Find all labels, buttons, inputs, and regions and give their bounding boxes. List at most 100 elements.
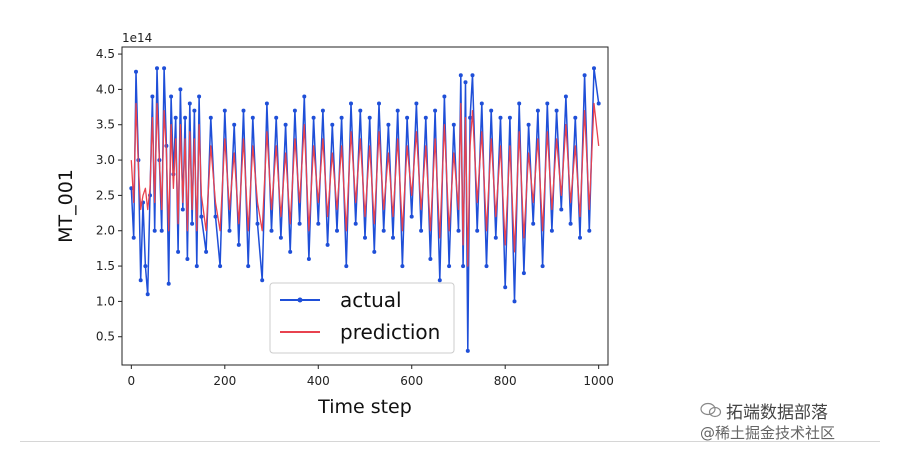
series-actual-point xyxy=(283,122,288,127)
series-actual-point xyxy=(335,228,339,233)
series-actual-point xyxy=(479,101,484,106)
series-actual-point xyxy=(344,264,349,269)
series-actual-point xyxy=(197,94,202,99)
series-actual-point xyxy=(428,257,433,261)
series-actual-point xyxy=(152,228,157,233)
series-actual-point xyxy=(180,207,185,212)
series-actual-point xyxy=(470,73,475,78)
series-actual-point xyxy=(353,221,358,226)
series-actual-point xyxy=(512,299,517,304)
series-actual-point xyxy=(178,87,183,92)
series-actual-point xyxy=(535,108,540,113)
y-tick-label: 1.0 xyxy=(96,294,115,308)
series-actual-point xyxy=(377,101,381,106)
series-actual-point xyxy=(222,108,227,113)
series-actual-point xyxy=(169,94,174,99)
series-actual-point xyxy=(358,108,363,113)
y-tick-label: 1.5 xyxy=(96,259,115,273)
series-actual-point xyxy=(456,228,461,233)
series-actual-point xyxy=(218,264,223,269)
series-actual-point xyxy=(194,264,199,269)
y-offset-text: 1e14 xyxy=(122,31,152,45)
series-actual-point xyxy=(288,249,293,254)
watermark: 拓端数据部落 @稀土掘金技术社区 xyxy=(700,402,835,443)
series-actual-point xyxy=(395,108,400,113)
series-actual-point xyxy=(199,214,204,219)
series-actual-point xyxy=(582,73,587,78)
series-actual-point xyxy=(367,115,372,120)
series-actual-point xyxy=(232,122,237,127)
series-actual-point xyxy=(187,101,192,106)
series-actual-point xyxy=(433,108,438,113)
series-actual-point xyxy=(521,271,526,276)
series-actual-point xyxy=(236,242,241,247)
series-actual-point xyxy=(192,108,197,113)
series-actual-point xyxy=(145,292,150,297)
series-actual-point xyxy=(316,221,321,226)
series-actual-point xyxy=(451,122,456,127)
legend-prediction-label: prediction xyxy=(340,320,440,344)
series-actual-point xyxy=(549,228,554,233)
y-tick-label: 4.5 xyxy=(96,47,115,61)
y-tick-label: 3.5 xyxy=(96,118,115,132)
series-actual-point xyxy=(463,80,468,85)
series-actual-point xyxy=(563,94,568,99)
legend-actual-marker xyxy=(297,297,303,303)
series-actual-point xyxy=(349,101,353,106)
series-actual-point xyxy=(493,235,498,240)
series-actual-point xyxy=(325,242,330,247)
series-actual-point xyxy=(559,207,564,212)
series-actual-point xyxy=(320,108,325,113)
series-actual-point xyxy=(592,66,596,71)
series-actual-point xyxy=(131,235,136,240)
series-actual-point xyxy=(391,235,395,240)
x-tick-label: 400 xyxy=(307,374,330,388)
series-actual-point xyxy=(339,115,344,120)
series-actual-point xyxy=(381,228,386,233)
series-actual-point xyxy=(297,221,302,226)
series-actual-point xyxy=(241,108,246,113)
series-actual-point xyxy=(190,221,195,226)
series-actual-point xyxy=(150,94,155,99)
series-actual-point xyxy=(447,264,452,269)
y-tick-label: 2.5 xyxy=(96,188,115,202)
series-actual-point xyxy=(208,115,213,120)
series-actual-point xyxy=(540,264,545,269)
series-actual-point xyxy=(255,221,260,226)
y-tick-label: 3.0 xyxy=(96,153,115,167)
x-tick-label: 200 xyxy=(213,374,236,388)
series-actual-point xyxy=(134,69,138,74)
series-actual-point xyxy=(302,94,307,99)
series-actual-point xyxy=(526,122,531,127)
series-actual-point xyxy=(568,221,573,226)
series-actual-point xyxy=(264,101,269,106)
series-actual-point xyxy=(587,228,592,233)
series-actual-point xyxy=(545,101,550,106)
series-actual-point xyxy=(311,115,316,120)
series-actual-point xyxy=(554,108,559,113)
series-actual-point xyxy=(162,66,167,71)
series-actual-point xyxy=(204,249,209,254)
series-actual-point xyxy=(176,249,181,254)
series-actual-point xyxy=(484,264,489,269)
divider xyxy=(20,441,880,442)
y-axis-label: MT_001 xyxy=(55,169,77,243)
series-actual-point xyxy=(423,115,428,120)
x-tick-label: 0 xyxy=(128,374,136,388)
series-actual-point xyxy=(173,115,178,120)
series-actual-point xyxy=(138,278,143,283)
series-actual-point xyxy=(503,285,508,290)
plot-frame xyxy=(121,46,609,366)
x-tick-label: 1000 xyxy=(583,374,614,388)
series-actual-point xyxy=(531,221,536,226)
series-actual-point xyxy=(498,115,503,120)
wechat-icon xyxy=(700,402,722,423)
series-actual-point xyxy=(372,249,377,254)
legend-actual-label: actual xyxy=(340,288,402,312)
x-axis-label: Time step xyxy=(317,396,412,418)
series-actual-point xyxy=(507,115,512,120)
series-actual-point xyxy=(461,264,466,269)
series-actual-point xyxy=(155,66,159,71)
series-actual-point xyxy=(437,278,442,283)
